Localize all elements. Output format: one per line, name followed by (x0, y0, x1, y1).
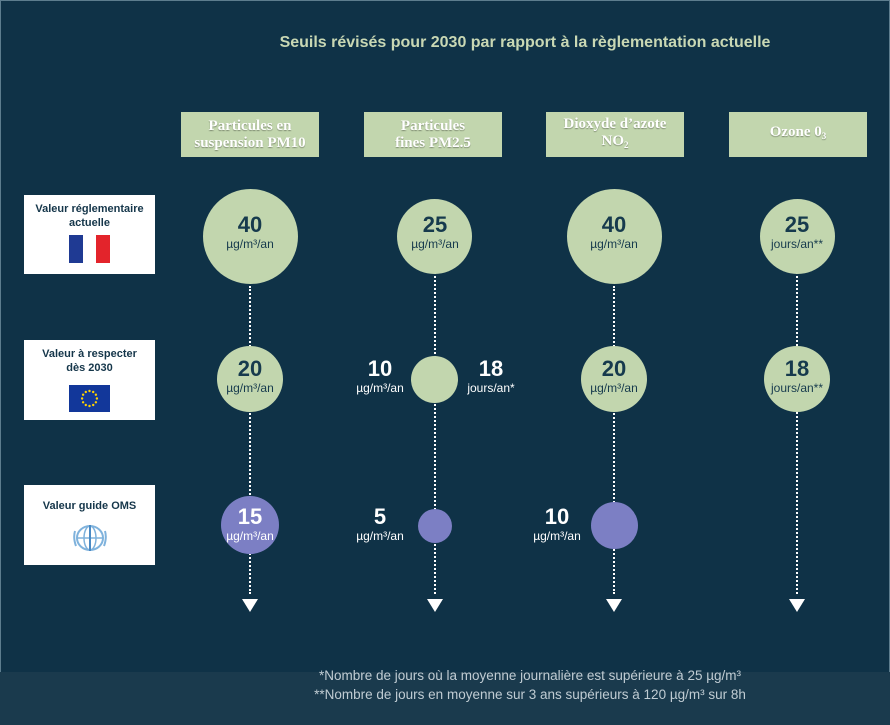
connector-line-pm10 (249, 286, 251, 594)
value-pm10-oms: 15 µg/m³/an (200, 504, 300, 544)
value-pm25-2030-days: 18 jours/an* (451, 356, 531, 396)
value-circle-pm25-oms (418, 509, 452, 543)
value-number: 40 (237, 212, 263, 237)
connector-line-no2 (613, 286, 615, 594)
value-unit: jours/an** (770, 381, 824, 395)
column-header-line2: fines PM2.5 (395, 134, 471, 151)
value-unit: µg/m³/an (590, 381, 638, 395)
value-unit: jours/an** (770, 237, 824, 251)
arrow-down-icon (606, 599, 622, 612)
value-circle-o3-2030 (764, 346, 830, 412)
column-header-sub: 2 (624, 139, 629, 150)
value-number: 20 (237, 356, 263, 381)
value-number: 10 (544, 504, 570, 529)
value-pm10-2030: 20 µg/m³/an (200, 356, 300, 396)
value-circle-no2-current (567, 189, 662, 284)
value-number: 20 (601, 356, 627, 381)
row-label-text: Valeur guide OMS (42, 500, 137, 512)
value-circle-pm25-current (397, 199, 472, 274)
value-unit: µg/m³/an (226, 237, 274, 251)
value-unit: µg/m³/an (226, 381, 274, 395)
column-header-line1: Ozone 0 (769, 124, 822, 140)
column-header-o3: Ozone 03 (729, 112, 867, 157)
footnote-1: *Nombre de jours où la moyenne journaliè… (318, 668, 741, 683)
value-circle-pm10-oms (221, 496, 279, 554)
value-pm25-oms: 5 µg/m³/an (340, 504, 420, 544)
column-header-pm10: Particules en suspension PM10 (181, 112, 319, 157)
row-label-current: Valeur réglementaire actuelle (24, 195, 155, 274)
value-circle-no2-oms (591, 502, 638, 549)
arrow-down-icon (789, 599, 805, 612)
row-label-text: Valeur réglementaire actuelle (35, 203, 144, 229)
value-circle-o3-current (760, 199, 835, 274)
connector-line-pm25 (434, 272, 436, 594)
value-number: 15 (237, 504, 263, 529)
france-flag-icon (69, 235, 111, 263)
value-circle-pm25-2030 (411, 356, 458, 403)
row-label-text: Valeur à respecter dès 2030 (42, 348, 137, 374)
value-unit: µg/m³/an (226, 529, 274, 543)
value-number: 25 (422, 212, 448, 237)
value-number: 18 (478, 356, 504, 381)
row-label-oms: Valeur guide OMS (24, 485, 155, 565)
column-header-line1: Particules en (208, 117, 292, 134)
column-header-no2: Dioxyde d’azote NO2 (546, 112, 684, 157)
row-label-2030: Valeur à respecter dès 2030 (24, 340, 155, 420)
value-no2-current: 40 µg/m³/an (564, 212, 664, 252)
value-circle-pm10-current (203, 189, 298, 284)
column-header-pm25: Particules fines PM2.5 (364, 112, 502, 157)
value-circle-pm10-2030 (217, 346, 283, 412)
value-number: 25 (784, 212, 810, 237)
footnote-2: **Nombre de jours en moyenne sur 3 ans s… (314, 687, 746, 702)
value-no2-2030: 20 µg/m³/an (564, 356, 664, 396)
arrow-down-icon (427, 599, 443, 612)
value-o3-current: 25 jours/an** (747, 212, 847, 252)
column-header-line1: Particules (400, 117, 466, 134)
column-header-sub: 3 (821, 131, 827, 141)
value-unit: µg/m³/an (411, 237, 459, 251)
value-number: 18 (784, 356, 810, 381)
value-o3-2030: 18 jours/an** (747, 356, 847, 396)
column-header-line2: NO (601, 132, 625, 149)
value-number: 5 (373, 504, 387, 529)
footer-band (0, 672, 890, 725)
page-title: Seuils révisés pour 2030 par rapport à l… (279, 34, 771, 51)
arrow-down-icon (242, 599, 258, 612)
value-number: 40 (601, 212, 627, 237)
value-pm25-current: 25 µg/m³/an (385, 212, 485, 252)
value-pm25-2030-annual: 10 µg/m³/an (340, 356, 420, 396)
value-unit: µg/m³/an (356, 529, 404, 543)
value-circle-no2-2030 (581, 346, 647, 412)
value-unit: µg/m³/an (533, 529, 581, 543)
value-number: 10 (367, 356, 393, 381)
value-unit: µg/m³/an (356, 381, 404, 395)
eu-flag-icon (69, 385, 110, 412)
who-logo-icon (72, 523, 108, 553)
value-unit: jours/an* (467, 381, 515, 395)
value-no2-oms: 10 µg/m³/an (517, 504, 597, 544)
value-pm10-current: 40 µg/m³/an (200, 212, 300, 252)
column-header-line1: Dioxyde d’azote (563, 115, 667, 132)
value-unit: µg/m³/an (590, 237, 638, 251)
column-header-line2: suspension PM10 (194, 134, 306, 151)
connector-line-o3 (796, 272, 798, 594)
